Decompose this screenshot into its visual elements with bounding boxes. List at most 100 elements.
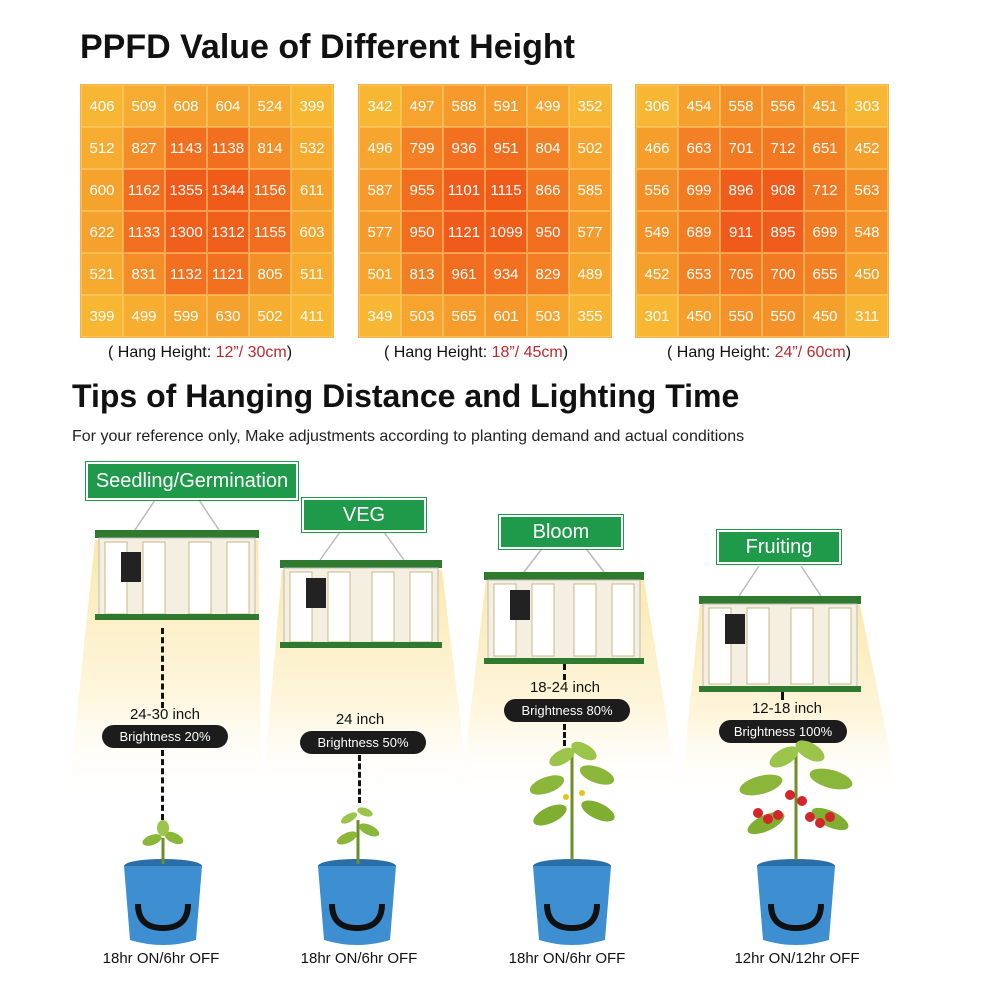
ppfd-cell: 587 bbox=[359, 169, 401, 211]
ppfd-cell: 558 bbox=[720, 85, 762, 127]
ppfd-cell: 814 bbox=[249, 127, 291, 169]
ppfd-cell: 311 bbox=[846, 295, 888, 337]
fruiting-tomato-icon bbox=[739, 740, 853, 860]
fixture-fruiting bbox=[699, 565, 861, 692]
ppfd-cell: 1115 bbox=[485, 169, 527, 211]
ppfd-cell: 1155 bbox=[249, 211, 291, 253]
ppfd-cell: 604 bbox=[207, 85, 249, 127]
ppfd-cell: 342 bbox=[359, 85, 401, 127]
ppfd-cell: 1099 bbox=[485, 211, 527, 253]
ppfd-cell: 588 bbox=[443, 85, 485, 127]
ppfd-grid-18in: 342 497 588 591 499 352 496 799 936 951 804 502 587 9… bbox=[358, 84, 612, 338]
ppfd-cell: 1121 bbox=[207, 253, 249, 295]
hang-height-caption-18in: ( Hang Height: 18”/ 45cm) bbox=[384, 344, 568, 362]
ppfd-cell: 355 bbox=[569, 295, 611, 337]
schedule-fruiting: 12hr ON/12hr OFF bbox=[734, 950, 860, 967]
ppfd-cell: 497 bbox=[401, 85, 443, 127]
distance-line-veg bbox=[358, 755, 361, 803]
ppfd-cell: 701 bbox=[720, 127, 762, 169]
ppfd-cell: 406 bbox=[81, 85, 123, 127]
ppfd-cell: 550 bbox=[762, 295, 804, 337]
distance-line-bloom bbox=[563, 664, 566, 680]
ppfd-cell: 699 bbox=[804, 211, 846, 253]
distance-line-seedling-lower bbox=[161, 750, 164, 820]
ppfd-cell: 499 bbox=[123, 295, 165, 337]
ppfd-cell: 399 bbox=[81, 295, 123, 337]
ppfd-cell: 630 bbox=[207, 295, 249, 337]
brightness-pill-veg: Brightness 50% bbox=[300, 731, 426, 754]
ppfd-cell: 450 bbox=[846, 253, 888, 295]
pot-bloom bbox=[533, 859, 611, 945]
ppfd-cell: 813 bbox=[401, 253, 443, 295]
brightness-pill-bloom: Brightness 80% bbox=[504, 699, 630, 722]
ppfd-cell: 895 bbox=[762, 211, 804, 253]
ppfd-cell: 1300 bbox=[165, 211, 207, 253]
ppfd-cell: 608 bbox=[165, 85, 207, 127]
ppfd-cell: 712 bbox=[762, 127, 804, 169]
ppfd-cell: 950 bbox=[527, 211, 569, 253]
ppfd-cell: 352 bbox=[569, 85, 611, 127]
ppfd-cell: 303 bbox=[846, 85, 888, 127]
ppfd-cell: 1312 bbox=[207, 211, 249, 253]
ppfd-cell: 1138 bbox=[207, 127, 249, 169]
ppfd-cell: 961 bbox=[443, 253, 485, 295]
distance-fruiting: 12-18 inch bbox=[751, 700, 823, 717]
ppfd-cell: 450 bbox=[678, 295, 720, 337]
ppfd-cell: 600 bbox=[81, 169, 123, 211]
ppfd-cell: 452 bbox=[846, 127, 888, 169]
ppfd-cell: 301 bbox=[636, 295, 678, 337]
ppfd-cell: 951 bbox=[485, 127, 527, 169]
hang-height-caption-12in: ( Hang Height: 12”/ 30cm) bbox=[108, 344, 292, 362]
distance-veg: 24 inch bbox=[335, 711, 385, 728]
ppfd-cell: 1162 bbox=[123, 169, 165, 211]
ppfd-cell: 1132 bbox=[165, 253, 207, 295]
ppfd-cell: 577 bbox=[359, 211, 401, 253]
stage-label-fruiting: Fruiting bbox=[717, 530, 841, 564]
fixture-veg bbox=[280, 531, 442, 648]
distance-line-seedling bbox=[161, 628, 164, 708]
schedule-seedling: 18hr ON/6hr OFF bbox=[102, 950, 220, 967]
ppfd-cell: 499 bbox=[527, 85, 569, 127]
tips-title: Tips of Hanging Distance and Lighting Ti… bbox=[72, 378, 740, 414]
hang-height-suffix: ) bbox=[286, 344, 293, 361]
ppfd-cell: 799 bbox=[401, 127, 443, 169]
stage-label-veg: VEG bbox=[302, 498, 426, 532]
ppfd-cell: 563 bbox=[846, 169, 888, 211]
ppfd-cell: 503 bbox=[527, 295, 569, 337]
ppfd-title: PPFD Value of Different Height bbox=[80, 28, 575, 66]
ppfd-cell: 577 bbox=[569, 211, 611, 253]
hang-height-prefix: ( Hang Height: bbox=[108, 344, 216, 361]
brightness-pill-seedling: Brightness 20% bbox=[102, 725, 228, 748]
hang-height-prefix: ( Hang Height: bbox=[667, 344, 775, 361]
ppfd-cell: 689 bbox=[678, 211, 720, 253]
ppfd-cell: 532 bbox=[291, 127, 333, 169]
ppfd-cell: 700 bbox=[762, 253, 804, 295]
ppfd-cell: 1121 bbox=[443, 211, 485, 253]
sprout-plant-icon bbox=[336, 807, 380, 864]
hang-height-caption-24in: ( Hang Height: 24”/ 60cm) bbox=[667, 344, 851, 362]
ppfd-cell: 466 bbox=[636, 127, 678, 169]
hang-height-value: 24”/ 60cm bbox=[774, 344, 846, 361]
ppfd-grid-24in: 306 454 558 556 451 303 466 663 701 712 651 452 556 6… bbox=[635, 84, 889, 338]
tips-note: For your reference only, Make adjustment… bbox=[72, 428, 745, 445]
ppfd-cell: 452 bbox=[636, 253, 678, 295]
ppfd-cell: 829 bbox=[527, 253, 569, 295]
ppfd-cell: 599 bbox=[165, 295, 207, 337]
ppfd-cell: 955 bbox=[401, 169, 443, 211]
distance-line-bloom-lower bbox=[563, 724, 566, 746]
seedling-plant-icon bbox=[142, 820, 184, 864]
hang-height-value: 18”/ 45cm bbox=[491, 344, 563, 361]
ppfd-cell: 399 bbox=[291, 85, 333, 127]
ppfd-cell: 548 bbox=[846, 211, 888, 253]
ppfd-cell: 511 bbox=[291, 253, 333, 295]
ppfd-cell: 896 bbox=[720, 169, 762, 211]
ppfd-cell: 454 bbox=[678, 85, 720, 127]
ppfd-cell: 556 bbox=[762, 85, 804, 127]
ppfd-cell: 1355 bbox=[165, 169, 207, 211]
ppfd-cell: 306 bbox=[636, 85, 678, 127]
distance-line-fruiting bbox=[781, 692, 784, 700]
ppfd-cell: 603 bbox=[291, 211, 333, 253]
hang-height-suffix: ) bbox=[562, 344, 569, 361]
ppfd-cell: 1156 bbox=[249, 169, 291, 211]
ppfd-cell: 1143 bbox=[165, 127, 207, 169]
